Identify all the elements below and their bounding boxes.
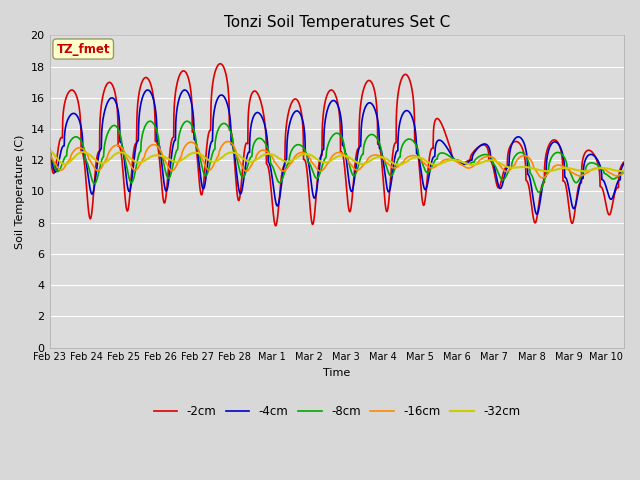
- -4cm: [145, 88, 153, 94]
- -32cm: [291, 156, 299, 162]
- -2cm: [216, 61, 224, 67]
- -4cm: [111, 97, 119, 103]
- -2cm: [547, 139, 555, 144]
- -2cm: [266, 176, 274, 181]
- -16cm: [145, 144, 153, 150]
- -2cm: [272, 223, 280, 228]
- -4cm: [533, 211, 541, 217]
- -2cm: [620, 159, 628, 165]
- X-axis label: Time: Time: [323, 368, 351, 378]
- Line: -8cm: -8cm: [49, 121, 624, 192]
- Title: Tonzi Soil Temperatures Set C: Tonzi Soil Temperatures Set C: [223, 15, 450, 30]
- -16cm: [111, 143, 119, 148]
- -32cm: [266, 151, 274, 157]
- -4cm: [45, 145, 53, 151]
- -32cm: [609, 167, 616, 173]
- -32cm: [620, 168, 628, 174]
- Line: -2cm: -2cm: [49, 64, 624, 226]
- -32cm: [111, 152, 119, 157]
- -8cm: [266, 154, 274, 160]
- -16cm: [224, 139, 232, 144]
- -8cm: [145, 119, 153, 124]
- -2cm: [145, 78, 153, 84]
- -2cm: [45, 147, 53, 153]
- -16cm: [45, 150, 53, 156]
- Legend: -2cm, -4cm, -8cm, -16cm, -32cm: -2cm, -4cm, -8cm, -16cm, -32cm: [149, 400, 525, 423]
- -16cm: [547, 167, 555, 173]
- -8cm: [291, 143, 299, 149]
- -32cm: [45, 147, 53, 153]
- -8cm: [183, 119, 191, 124]
- -2cm: [111, 90, 119, 96]
- -16cm: [620, 170, 628, 176]
- Line: -4cm: -4cm: [49, 90, 624, 214]
- -4cm: [547, 141, 555, 147]
- -16cm: [266, 151, 274, 157]
- -8cm: [547, 155, 555, 161]
- -32cm: [547, 168, 555, 174]
- -32cm: [145, 155, 153, 161]
- Text: TZ_fmet: TZ_fmet: [56, 43, 110, 56]
- -8cm: [45, 150, 53, 156]
- -8cm: [620, 168, 628, 174]
- -8cm: [111, 123, 119, 129]
- -8cm: [535, 190, 543, 195]
- Line: -16cm: -16cm: [49, 142, 624, 178]
- -4cm: [181, 87, 189, 93]
- -2cm: [291, 96, 299, 102]
- Y-axis label: Soil Temperature (C): Soil Temperature (C): [15, 134, 25, 249]
- -8cm: [609, 176, 617, 182]
- -16cm: [539, 175, 547, 181]
- -2cm: [609, 198, 617, 204]
- -4cm: [620, 161, 628, 167]
- -4cm: [609, 193, 617, 199]
- Line: -32cm: -32cm: [49, 150, 624, 171]
- -16cm: [609, 172, 617, 178]
- -32cm: [617, 168, 625, 174]
- -4cm: [291, 109, 299, 115]
- -4cm: [266, 163, 274, 168]
- -16cm: [291, 154, 299, 159]
